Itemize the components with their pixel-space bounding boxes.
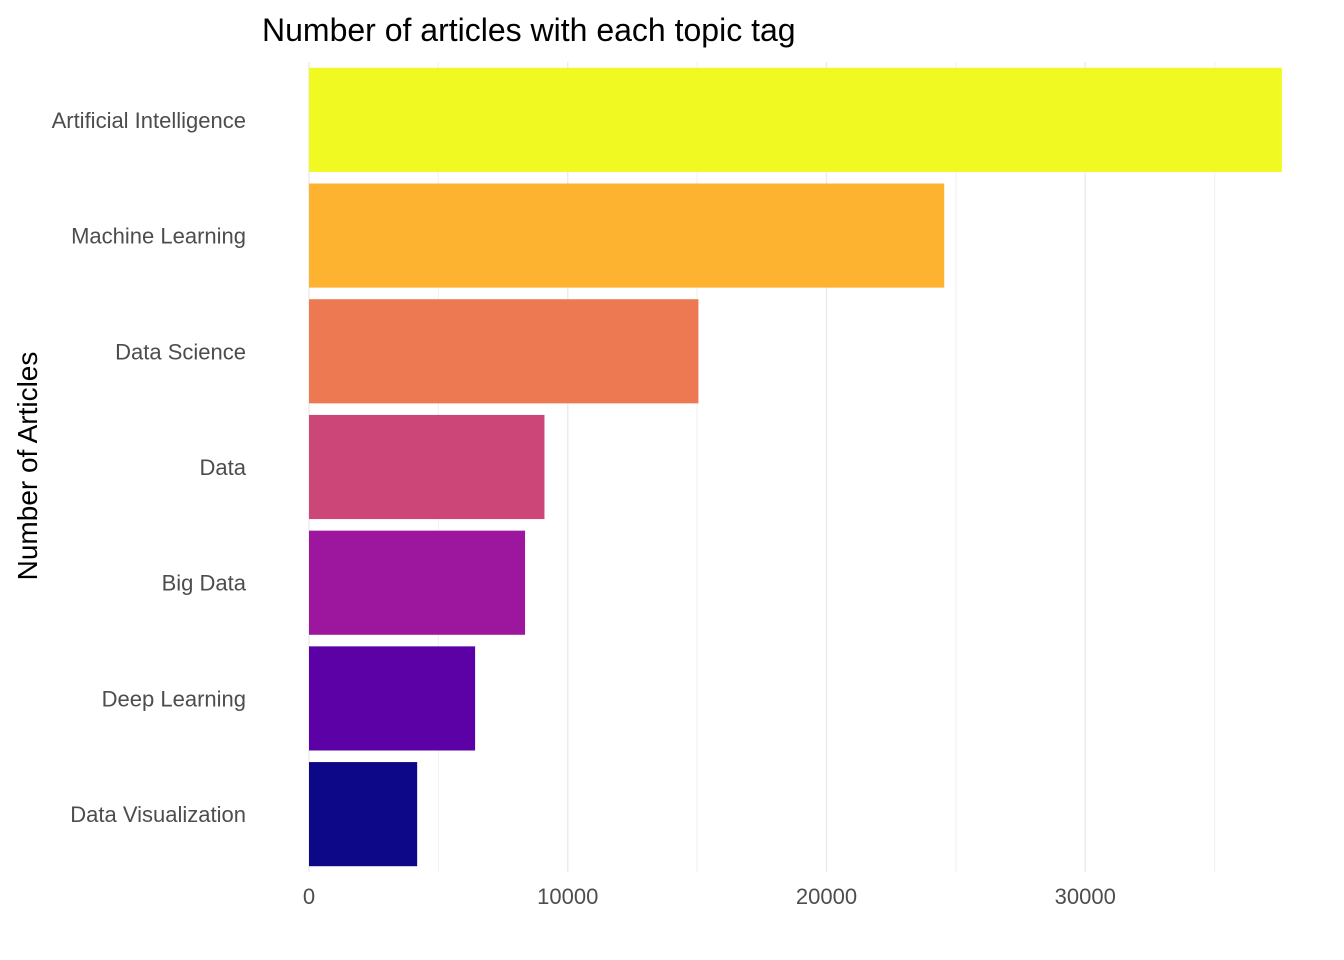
chart-title: Number of articles with each topic tag bbox=[262, 12, 796, 48]
y-axis-label: Number of Articles bbox=[12, 352, 43, 581]
category-labels: Artificial Intelligence Machine Learning D… bbox=[52, 108, 247, 827]
x-tick-label: 0 bbox=[303, 884, 315, 909]
x-tick-labels: 0 10000 20000 30000 bbox=[303, 884, 1116, 909]
bar bbox=[309, 530, 526, 635]
bars bbox=[309, 67, 1282, 867]
category-label: Artificial Intelligence bbox=[52, 108, 246, 133]
bar bbox=[309, 762, 418, 867]
category-label: Deep Learning bbox=[102, 686, 246, 711]
x-tick-label: 20000 bbox=[796, 884, 857, 909]
category-label: Data Science bbox=[115, 339, 246, 364]
category-label: Data bbox=[200, 455, 247, 480]
x-tick-label: 30000 bbox=[1055, 884, 1116, 909]
category-label: Big Data bbox=[162, 571, 247, 596]
x-tick-label: 10000 bbox=[537, 884, 598, 909]
bar bbox=[309, 414, 545, 520]
bar bbox=[309, 183, 945, 288]
category-label: Data Visualization bbox=[70, 802, 246, 827]
category-label: Machine Learning bbox=[71, 224, 246, 249]
bar bbox=[309, 646, 476, 751]
bar bbox=[309, 67, 1282, 172]
bar bbox=[309, 299, 699, 404]
